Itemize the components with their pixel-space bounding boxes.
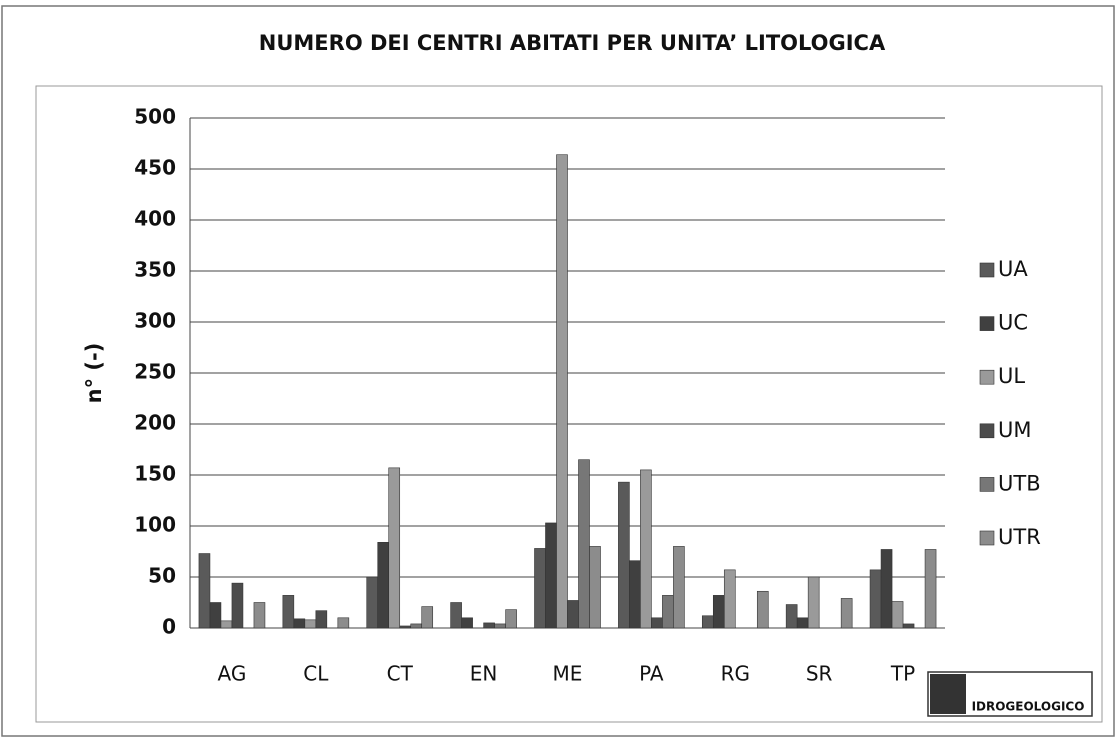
y-tick-label: 300 [134, 309, 176, 333]
bar [891, 601, 904, 629]
x-tick-label: TP [890, 662, 915, 686]
bar [388, 467, 401, 629]
bar [282, 595, 295, 629]
bar [483, 622, 495, 629]
bar [880, 549, 893, 629]
x-tick-label: ME [553, 662, 583, 686]
bar [337, 617, 350, 629]
bar [209, 602, 222, 629]
bar [293, 618, 306, 629]
y-tick-label: 500 [134, 105, 176, 129]
y-tick-label: 50 [148, 564, 176, 588]
bar [902, 623, 915, 629]
y-tick-label: 250 [134, 360, 176, 384]
x-tick-label: AG [218, 662, 247, 686]
plot-frame [35, 85, 1103, 723]
x-tick-label: CT [387, 662, 414, 686]
bar [450, 602, 462, 629]
x-tick-label: SR [806, 662, 833, 686]
x-tick-label: CL [303, 662, 329, 686]
bar [629, 560, 641, 629]
legend-label: UA [998, 257, 1028, 281]
bar [924, 549, 937, 629]
bar [869, 569, 882, 629]
bar [712, 595, 725, 629]
bar [589, 546, 601, 629]
bar [421, 606, 434, 629]
bar [304, 619, 317, 629]
legend-swatch [979, 477, 995, 492]
bar [377, 542, 390, 629]
y-tick-label: 450 [134, 156, 176, 180]
y-tick-label: 100 [134, 513, 176, 537]
x-tick-label: PA [639, 662, 664, 686]
bar [662, 595, 674, 629]
y-tick-label: 400 [134, 207, 176, 231]
bar [220, 620, 233, 629]
bar [840, 598, 853, 629]
bar [556, 154, 568, 629]
x-tick-label: RG [721, 662, 750, 686]
bar [756, 590, 769, 629]
legend-swatch [979, 530, 995, 546]
bar [673, 546, 685, 629]
x-tick-label: EN [470, 662, 498, 686]
bar [505, 609, 517, 629]
bar [534, 548, 546, 629]
y-axis-label: n° (-) [82, 343, 106, 404]
bar [796, 617, 809, 629]
y-tick-label: 350 [134, 258, 176, 282]
bar [315, 610, 328, 629]
legend-label: UTR [998, 525, 1041, 549]
bar [578, 459, 590, 629]
bar [723, 569, 736, 629]
bar [567, 600, 579, 629]
legend-swatch [979, 369, 995, 385]
logo-icon [930, 674, 966, 714]
legend-swatch [979, 423, 995, 439]
bar [701, 615, 714, 629]
bar [461, 617, 473, 629]
bar [545, 522, 557, 629]
legend-label: UL [998, 364, 1025, 388]
bar [410, 623, 423, 629]
bar [366, 576, 379, 629]
bar [785, 604, 798, 629]
legend-label: UC [998, 311, 1028, 335]
bar [618, 481, 630, 629]
bar [399, 625, 412, 629]
legend-label: UM [998, 418, 1032, 442]
bar [640, 469, 652, 629]
bar [253, 602, 266, 629]
y-tick-label: 200 [134, 411, 176, 435]
bar [807, 576, 820, 629]
y-tick-label: 0 [162, 615, 176, 639]
y-tick-label: 150 [134, 462, 176, 486]
chart-title: NUMERO DEI CENTRI ABITATI PER UNITA’ LIT… [259, 31, 886, 55]
bar [494, 623, 506, 629]
bar [231, 582, 244, 629]
legend-label: UTB [998, 471, 1041, 495]
logo: IDROGEOLOGICO [927, 671, 1093, 717]
legend-swatch [979, 316, 995, 331]
bar [198, 553, 211, 629]
logo-text: IDROGEOLOGICO [972, 700, 1085, 714]
legend-swatch [979, 262, 995, 278]
bar [651, 617, 663, 629]
